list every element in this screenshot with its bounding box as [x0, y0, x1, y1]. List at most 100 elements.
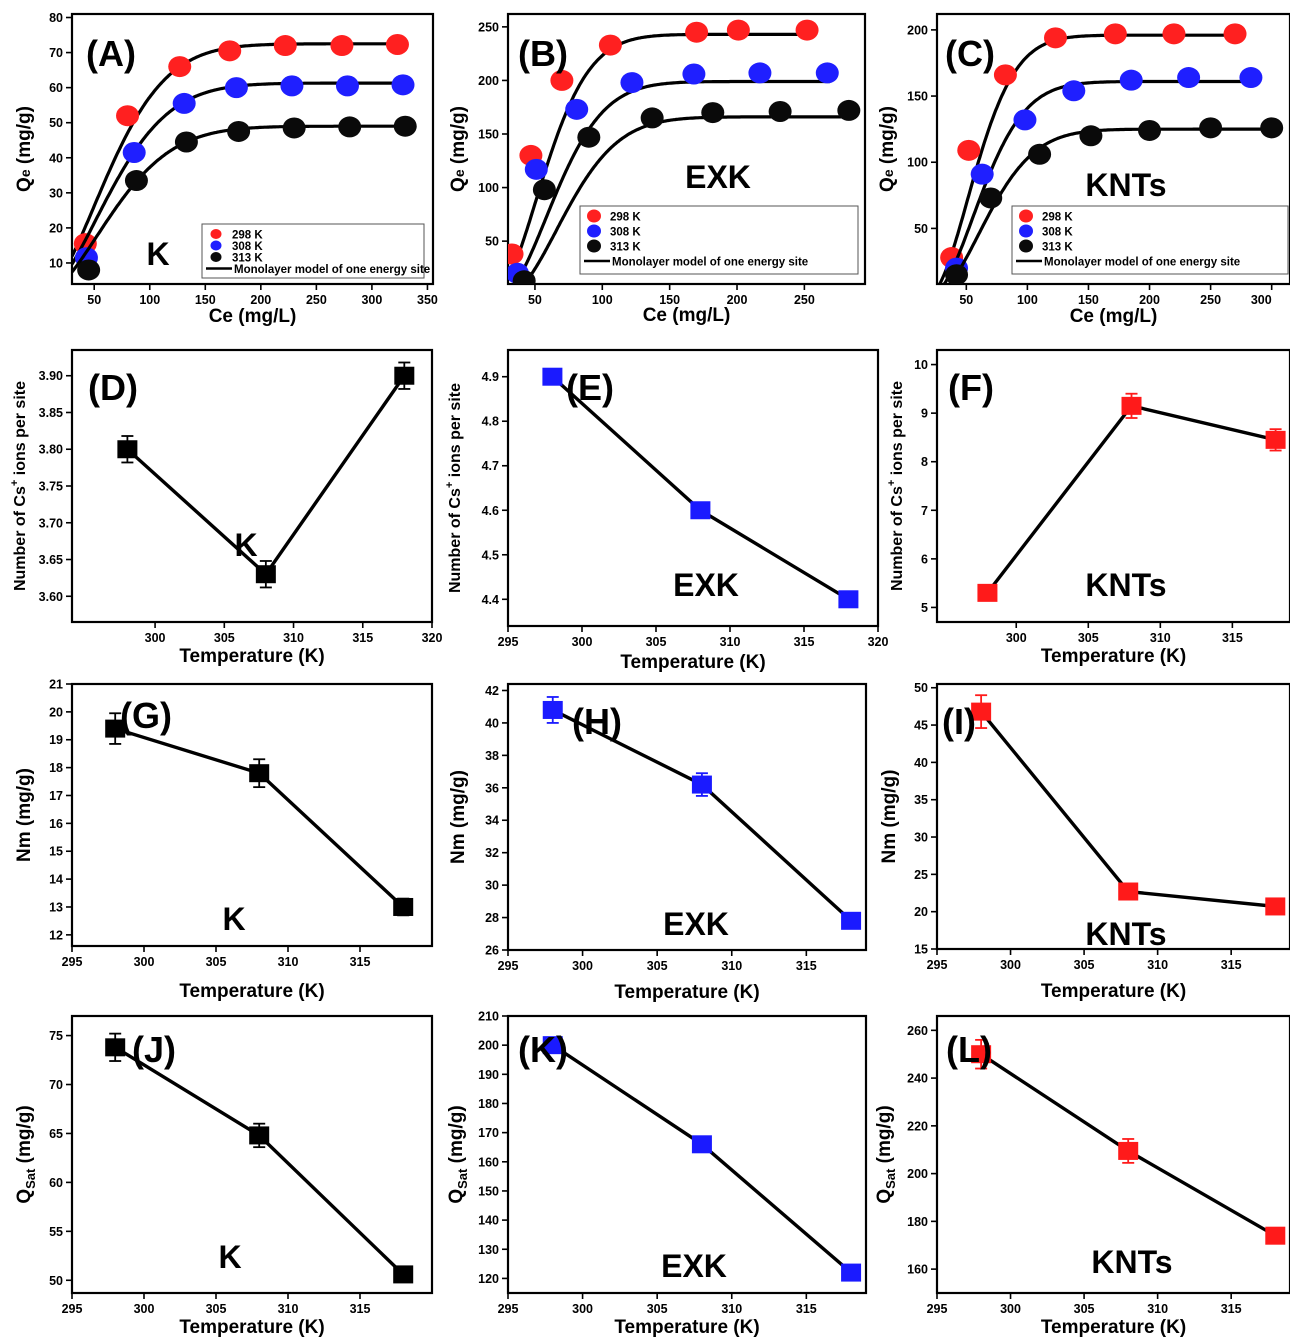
- x-axis-label: Ce (mg/L): [1070, 306, 1158, 327]
- x-tick-label: 295: [927, 958, 948, 972]
- y-tick-label: 40: [914, 756, 928, 770]
- y-tick-label: 10: [49, 256, 63, 270]
- sample-label: KNTs: [1085, 567, 1166, 603]
- y-tick-label: 16: [49, 817, 63, 831]
- panel-l: 295 300 305 310 315 160 180 200 220 240 260 Tempera…: [874, 1014, 1290, 1337]
- legend: 298 K 308 K 313 K Monolayer model of one en…: [579, 205, 859, 275]
- data-point-298k: [330, 35, 354, 57]
- data-point-308k: [1013, 109, 1037, 131]
- data-point-308k: [970, 163, 994, 185]
- axes-frame: [935, 682, 1290, 951]
- axes-frame: [935, 12, 1290, 286]
- legend-entry: 313 K: [610, 242, 641, 254]
- data-point-313k: [512, 270, 536, 284]
- data-point-298k: [273, 35, 297, 57]
- y-tick-label: 70: [49, 1078, 63, 1092]
- data-point-313k: [945, 264, 969, 284]
- y-tick-label: 240: [907, 1072, 928, 1086]
- y-tick-label: 210: [478, 1010, 499, 1024]
- x-tick-label: 315: [794, 635, 815, 649]
- fit-curve-308k: [512, 79, 830, 284]
- data-point-313k: [532, 179, 556, 201]
- panel-g: 295 300 305 310 315 12 13 14 15 16 17 18 19 20 21 Tempe…: [14, 678, 434, 1002]
- y-tick-label: 4.6: [482, 504, 499, 518]
- y-tick-label: 30: [49, 186, 63, 200]
- y-tick-label: 9: [921, 407, 928, 421]
- series-line: [979, 710, 1276, 909]
- y-tick-label: 220: [907, 1119, 928, 1133]
- data-point-313k: [979, 187, 1003, 209]
- data-point: [542, 1036, 563, 1055]
- x-axis-label: Ce (mg/L): [643, 305, 731, 326]
- data-point-313k: [124, 170, 148, 192]
- panel-label: (G): [120, 695, 172, 736]
- y-axis-label-part: Q: [14, 177, 35, 192]
- panel-d: 300 305 310 315 320 3.60 3.65 3.70 3.75 3.80 3.85 3…: [9, 348, 442, 667]
- data-point-308k: [172, 92, 196, 114]
- panel-label: (L): [946, 1029, 992, 1070]
- x-tick-label: 100: [592, 293, 613, 307]
- sample-label: EXK: [663, 906, 729, 942]
- y-tick-label: 15: [49, 845, 63, 859]
- sample-label: K: [218, 1239, 241, 1275]
- x-tick-label: 305: [1078, 631, 1099, 645]
- legend-marker: [587, 239, 601, 253]
- data-point: [838, 590, 859, 609]
- x-tick-label: 300: [361, 293, 382, 307]
- y-axis-label-part: Number of Cs: [447, 488, 464, 593]
- y-tick-label: 50: [485, 235, 499, 249]
- x-axis-label: Temperature (K): [620, 652, 765, 673]
- x-tick-label: 305: [214, 631, 235, 645]
- legend-marker: [1019, 209, 1033, 223]
- data-point-298k: [993, 64, 1017, 86]
- y-tick-label: 10: [914, 358, 928, 372]
- y-tick-label: 13: [49, 900, 63, 914]
- plot-area: [105, 712, 414, 917]
- x-tick-label: 250: [1200, 293, 1221, 307]
- legend-entry: 298 K: [232, 230, 263, 242]
- x-tick-label: 300: [572, 635, 593, 649]
- data-point-313k: [1138, 119, 1162, 141]
- y-tick-label: 160: [907, 1263, 928, 1277]
- y-axis-label-part: (mg/g): [446, 1105, 467, 1168]
- y-tick-label: 180: [478, 1097, 499, 1111]
- sample-label: K: [146, 236, 169, 272]
- panel-label: (J): [132, 1029, 176, 1070]
- data-point-308k: [1119, 69, 1143, 91]
- y-tick-label: 32: [485, 846, 499, 860]
- x-tick-label: 300: [134, 955, 155, 969]
- legend: 298 K 308 K 313 K Monolayer model of one en…: [1011, 205, 1289, 275]
- axes-frame: [506, 682, 868, 952]
- y-axis-label: Nm (mg/g): [448, 770, 469, 864]
- data-point-298k: [550, 69, 574, 91]
- series-line: [126, 374, 406, 577]
- data-point-313k: [227, 120, 251, 142]
- x-tick-label: 305: [1074, 958, 1095, 972]
- panel-label: (I): [942, 701, 976, 742]
- y-axis-label-superscript: +: [9, 480, 21, 486]
- y-tick-label: 42: [485, 684, 499, 698]
- data-point-313k: [1199, 117, 1223, 139]
- data-point-298k: [508, 243, 524, 265]
- x-tick-label: 250: [794, 293, 815, 307]
- data-point-313k: [282, 117, 306, 139]
- legend-box: [1011, 205, 1289, 275]
- y-tick-label: 200: [907, 1167, 928, 1181]
- y-tick-label: 38: [485, 749, 499, 763]
- y-tick-label: 3.90: [39, 369, 63, 383]
- x-tick-label: 315: [796, 959, 817, 973]
- y-tick-label: 200: [478, 74, 499, 88]
- y-tick-label: 3.85: [39, 406, 63, 420]
- data-point-308k: [335, 75, 359, 97]
- data-point-298k: [598, 34, 622, 56]
- legend-entry: 308 K: [610, 227, 641, 239]
- y-tick-label: 20: [914, 905, 928, 919]
- x-tick-label: 315: [350, 1302, 371, 1316]
- data-point-308k: [524, 158, 548, 180]
- y-tick-label: 4.4: [482, 593, 499, 607]
- y-axis-label: Nm (mg/g): [14, 768, 35, 862]
- data-point: [1265, 897, 1286, 916]
- y-tick-label: 20: [49, 221, 63, 235]
- y-tick-label: 4.5: [482, 548, 499, 562]
- x-tick-label: 315: [1222, 631, 1243, 645]
